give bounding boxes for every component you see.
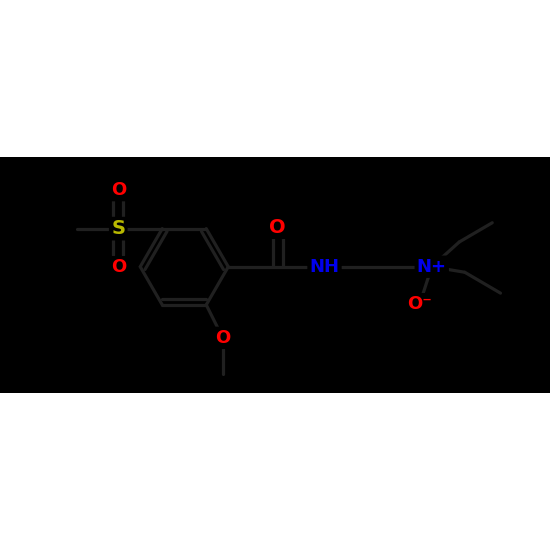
Text: O: O [111, 181, 126, 199]
Text: O: O [111, 258, 126, 276]
Text: O⁻: O⁻ [407, 295, 432, 313]
Text: NH: NH [310, 258, 339, 276]
Text: N+: N+ [417, 258, 447, 276]
Text: O: O [270, 218, 286, 236]
Text: O: O [215, 329, 230, 347]
Text: S: S [111, 219, 125, 238]
FancyBboxPatch shape [0, 157, 550, 393]
